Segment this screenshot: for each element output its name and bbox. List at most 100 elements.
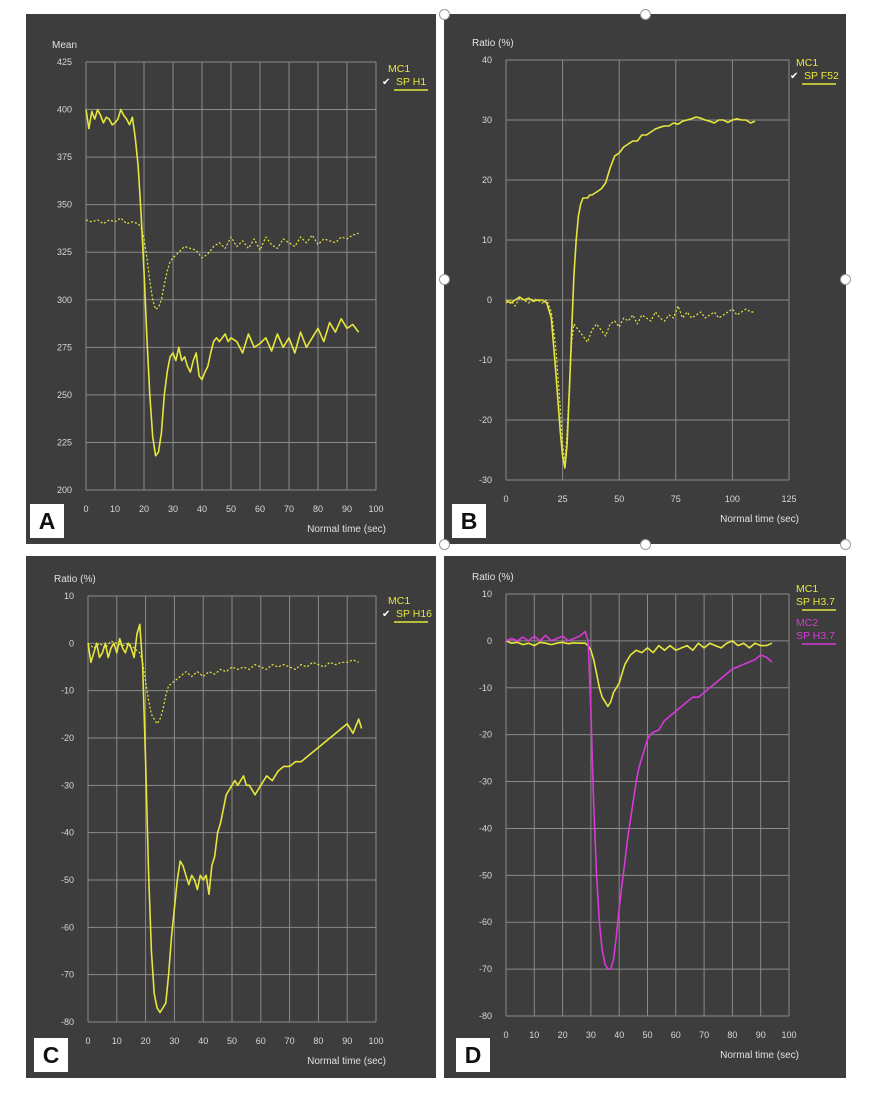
x-tick-label: 125 [781, 494, 796, 504]
x-tick-label: 40 [197, 504, 207, 514]
x-tick-label: 10 [110, 504, 120, 514]
panel-label-b: B [452, 504, 486, 538]
x-tick-label: 90 [342, 1036, 352, 1046]
panel-d: -80 -70 -60 -50 -40 -30 -20 -10 0 10 0 10 20 30 40 50 60… [444, 556, 846, 1078]
y-tick-label: 10 [482, 589, 492, 599]
y-tick-label: 350 [57, 200, 72, 210]
y-tick-label: 225 [57, 437, 72, 447]
x-tick-label: 80 [727, 1030, 737, 1040]
x-tick-label: 40 [198, 1036, 208, 1046]
x-tick-label: 50 [227, 1036, 237, 1046]
y-tick-label: -30 [479, 777, 492, 787]
panel-label-d: D [456, 1038, 490, 1072]
x-tick-label: 60 [671, 1030, 681, 1040]
y-tick-label: 0 [487, 636, 492, 646]
x-tick-label: 90 [756, 1030, 766, 1040]
x-tick-label: 100 [368, 1036, 383, 1046]
x-tick-label: 40 [614, 1030, 624, 1040]
y-tick-label: 10 [482, 235, 492, 245]
y-tick-label: 425 [57, 57, 72, 67]
resize-handle-top-left[interactable] [439, 9, 450, 20]
chart-background [444, 14, 846, 544]
x-tick-label: 30 [168, 504, 178, 514]
y-axis-title: Mean [52, 40, 77, 51]
x-tick-label: 10 [529, 1030, 539, 1040]
series-line-2 [505, 297, 755, 463]
y-tick-label: 375 [57, 152, 72, 162]
x-tick-label: 70 [284, 504, 294, 514]
resize-handle-bottom-center[interactable] [640, 539, 651, 550]
y-tick-label: 0 [69, 638, 74, 648]
x-tick-label: 20 [558, 1030, 568, 1040]
series-line-1 [505, 116, 756, 469]
legend-label: SP H1 [396, 76, 426, 88]
y-tick-label: -10 [479, 683, 492, 693]
x-tick-label: 20 [139, 504, 149, 514]
x-tick-label: 0 [503, 494, 508, 504]
y-tick-label: 30 [482, 115, 492, 125]
x-tick-label: 50 [614, 494, 624, 504]
panel-label-a: A [30, 504, 64, 538]
series-line-1 [505, 640, 773, 708]
legend-label: SP H16 [396, 608, 432, 620]
chart-b: -30 -20 -10 0 10 20 30 40 0 25 50 75 100 125 Ratio (%)… [444, 14, 846, 544]
checkmark-icon: ✔ [790, 71, 798, 82]
x-tick-label: 25 [558, 494, 568, 504]
x-axis-title: Normal time (sec) [307, 524, 386, 535]
x-tick-label: 80 [313, 504, 323, 514]
legend-label: MC1 [388, 595, 410, 607]
checkmark-icon: ✔ [382, 609, 390, 620]
chart-a: 200 225 250 275 300 325 350 375 400 425 0 10 20 30 40 5… [26, 14, 436, 544]
y-tick-label: 250 [57, 390, 72, 400]
resize-handle-bottom-right[interactable] [840, 539, 851, 550]
x-tick-label: 20 [141, 1036, 151, 1046]
y-tick-label: -10 [479, 355, 492, 365]
x-tick-label: 0 [85, 1036, 90, 1046]
y-tick-label: 0 [487, 295, 492, 305]
x-tick-label: 70 [699, 1030, 709, 1040]
x-axis-title: Normal time (sec) [720, 514, 799, 525]
series-line-2 [87, 640, 359, 725]
y-tick-label: 10 [64, 591, 74, 601]
y-tick-label: -40 [479, 823, 492, 833]
legend-label: MC1 [388, 63, 410, 75]
checkmark-icon: ✔ [382, 77, 390, 88]
legend-label: SP H3.7 [796, 596, 835, 608]
x-axis-title: Normal time (sec) [720, 1050, 799, 1061]
series-line-1 [87, 623, 363, 1014]
y-tick-label: -20 [479, 415, 492, 425]
y-axis-title: Ratio (%) [472, 572, 514, 583]
resize-handle-top-center[interactable] [640, 9, 651, 20]
resize-handle-middle-left[interactable] [439, 274, 450, 285]
y-tick-label: -80 [61, 1017, 74, 1027]
x-tick-label: 100 [368, 504, 383, 514]
y-tick-label: -60 [61, 922, 74, 932]
y-tick-label: 400 [57, 105, 72, 115]
x-tick-label: 60 [255, 504, 265, 514]
panel-c: -80 -70 -60 -50 -40 -30 -20 -10 0 10 0 10 20 30 40 50 60… [26, 556, 436, 1078]
x-tick-label: 30 [586, 1030, 596, 1040]
y-tick-label: -80 [479, 1011, 492, 1021]
x-tick-label: 10 [112, 1036, 122, 1046]
panel-b: -30 -20 -10 0 10 20 30 40 0 25 50 75 100 125 Ratio (%)… [444, 14, 846, 544]
panel-label-c: C [34, 1038, 68, 1072]
x-tick-label: 50 [642, 1030, 652, 1040]
y-tick-label: 275 [57, 342, 72, 352]
x-tick-label: 70 [285, 1036, 295, 1046]
x-tick-label: 80 [313, 1036, 323, 1046]
resize-handle-middle-right[interactable] [840, 274, 851, 285]
x-tick-label: 60 [256, 1036, 266, 1046]
chart-background [444, 556, 846, 1078]
y-tick-label: -50 [61, 875, 74, 885]
resize-handle-bottom-left[interactable] [439, 539, 450, 550]
y-tick-label: -20 [479, 730, 492, 740]
x-tick-label: 100 [725, 494, 740, 504]
y-axis-title: Ratio (%) [54, 574, 96, 585]
legend-label: SP F52 [804, 70, 839, 82]
y-tick-label: 325 [57, 247, 72, 257]
y-tick-label: 40 [482, 55, 492, 65]
x-tick-label: 75 [671, 494, 681, 504]
legend-label: MC1 [796, 57, 818, 69]
y-tick-label: -50 [479, 870, 492, 880]
